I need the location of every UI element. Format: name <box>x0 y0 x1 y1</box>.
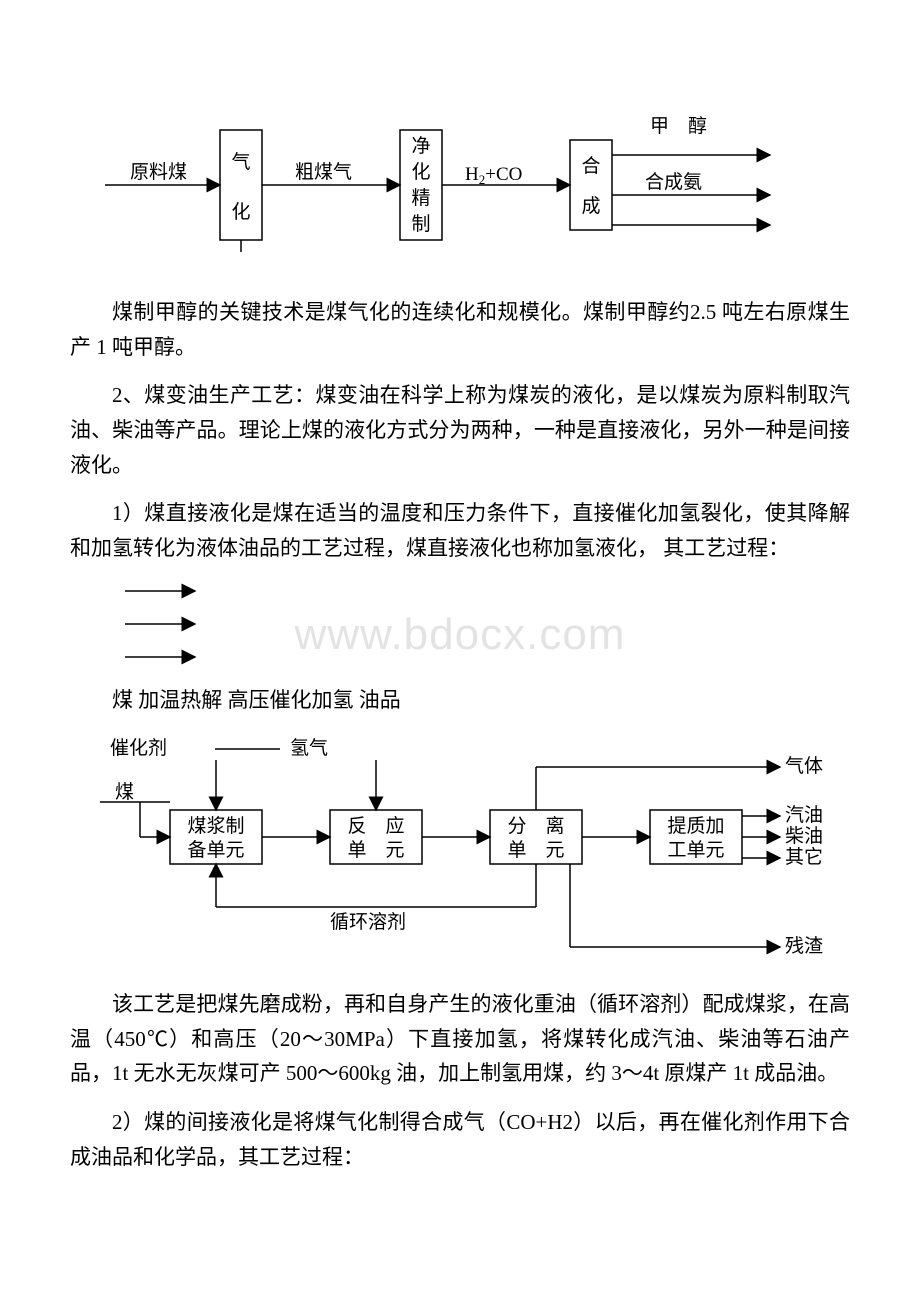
para-3: 1）煤直接液化是煤在适当的温度和压力条件下，直接催化加氢裂化，使其降解和加氢转化… <box>70 496 850 565</box>
svg-text:制: 制 <box>411 213 430 235</box>
svg-text:煤浆制: 煤浆制 <box>187 815 244 837</box>
d2-gas: 气体 <box>785 755 823 777</box>
svg-text:备单元: 备单元 <box>187 839 244 861</box>
para-2: 2、煤变油生产工艺：煤变油在科学上称为煤炭的液化，是以煤炭为原料制取汽油、柴油等… <box>70 378 850 482</box>
d1-in: 原料煤 <box>130 161 187 183</box>
d2-residue: 残渣 <box>785 935 823 957</box>
d1-mid2: H2+CO <box>465 164 522 187</box>
para-4: 该工艺是把煤先磨成粉，再和自身产生的液化重油（循环溶剂）配成煤浆，在高温（450… <box>70 987 850 1091</box>
diagram-liquefaction-flow: 催化剂 氢气 煤 煤浆制 备单元 反 应 单 元 分 离 单 元 提质加 工单元… <box>70 732 850 967</box>
para-5: 2）煤的间接液化是将煤气化制得合成气（CO+H2）以后，再在催化剂作用下合成油品… <box>70 1105 850 1174</box>
svg-text:成: 成 <box>581 195 600 217</box>
diagram2-svg: 催化剂 氢气 煤 煤浆制 备单元 反 应 单 元 分 离 单 元 提质加 工单元… <box>70 732 830 962</box>
diagram-methanol-flow: 原料煤 气 化 粗煤气 净 化 精 制 H2+CO 合 成 甲 醇 合成氨 <box>70 100 850 275</box>
svg-text:单 元: 单 元 <box>347 839 404 861</box>
svg-text:工单元: 工单元 <box>667 839 724 861</box>
d1-out2: 合成氨 <box>645 171 702 193</box>
d2-coal: 煤 <box>115 781 134 803</box>
d2-gasoline: 汽油 <box>785 804 823 826</box>
svg-text:反 应: 反 应 <box>347 815 404 837</box>
diagram1-svg: 原料煤 气 化 粗煤气 净 化 精 制 H2+CO 合 成 甲 醇 合成氨 <box>70 100 790 270</box>
svg-text:净: 净 <box>411 135 430 157</box>
para-1: 煤制甲醇的关键技术是煤气化的连续化和规模化。煤制甲醇约2.5 吨左右原煤生产 1… <box>70 295 850 364</box>
d2-cat: 催化剂 <box>110 737 167 759</box>
svg-text:单 元: 单 元 <box>507 839 564 861</box>
small-arrows <box>120 579 850 669</box>
arrows-label: 煤 加温热解 高压催化加氢 油品 <box>70 683 850 718</box>
d2-diesel: 柴油 <box>785 825 823 847</box>
d2-other: 其它 <box>785 846 823 868</box>
svg-text:气: 气 <box>231 151 250 173</box>
d1-out1: 甲 醇 <box>650 115 707 137</box>
svg-text:提质加: 提质加 <box>667 815 724 837</box>
d2-recycle: 循环溶剂 <box>330 911 406 933</box>
svg-text:合: 合 <box>581 155 600 177</box>
d1-mid1: 粗煤气 <box>295 161 352 183</box>
svg-text:分 离: 分 离 <box>507 815 564 837</box>
svg-text:精: 精 <box>411 187 430 209</box>
svg-text:化: 化 <box>411 161 430 183</box>
d2-h2: 氢气 <box>290 737 328 759</box>
svg-text:化: 化 <box>231 201 250 223</box>
